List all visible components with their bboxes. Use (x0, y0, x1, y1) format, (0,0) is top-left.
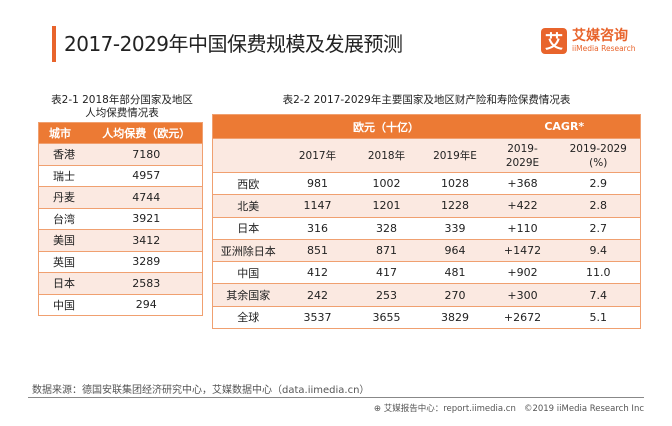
table-row: 中国 412 417 481 +902 11.0 (212, 261, 641, 284)
table-row: 全球 3537 3655 3829 +2672 5.1 (212, 305, 641, 329)
region-cell: 其余国家 (212, 283, 284, 307)
premium-forecast-table: 欧元（十亿） CAGR* 2017年 2018年 2019年E 2019- 2029E 2… (212, 114, 641, 330)
group-header: 欧元（十亿） (283, 114, 489, 139)
table-row: 北美 1147 1201 1228 +422 2.8 (212, 194, 641, 218)
region-cell: 丹麦 (38, 186, 91, 208)
region-cell: 美国 (38, 229, 91, 251)
table-row: 丹麦 4744 (38, 186, 203, 208)
premium-cell: 2583 (90, 272, 203, 294)
sub-header: 2019- 2029E (488, 138, 557, 173)
table-row: 中国 294 (38, 293, 203, 316)
value-cell: +2672 (488, 305, 557, 329)
region-cell: 亚洲除日本 (212, 238, 284, 262)
value-cell: 2.7 (556, 216, 641, 240)
value-cell: +422 (488, 194, 557, 218)
value-cell: 851 (283, 238, 352, 262)
value-cell: 417 (351, 261, 422, 284)
value-cell: 871 (351, 238, 422, 262)
title-accent-bar (52, 26, 56, 62)
value-cell: +902 (488, 261, 557, 284)
value-cell: 242 (283, 283, 352, 307)
value-cell: 3655 (351, 305, 422, 329)
divider (28, 397, 644, 398)
value-cell: 5.1 (556, 305, 641, 329)
region-cell: 日本 (212, 216, 284, 240)
sub-header: 2017年 (283, 138, 352, 173)
table-row: 香港 7180 (38, 143, 203, 165)
value-cell: 1028 (421, 171, 489, 195)
table-row: 台湾 3921 (38, 207, 203, 230)
value-cell: 270 (421, 283, 489, 307)
globe-icon: ⊕ (373, 404, 382, 414)
region-cell: 香港 (38, 143, 91, 165)
value-cell: 1201 (351, 194, 422, 218)
table-row: 瑞士 4957 (38, 164, 203, 187)
sub-header: 2019年E (421, 138, 489, 173)
value-cell: +368 (488, 171, 557, 195)
page-title: 2017-2029年中国保费规模及发展预测 (64, 32, 403, 56)
region-cell: 台湾 (38, 207, 91, 230)
value-cell: 964 (421, 238, 489, 262)
region-cell: 中国 (38, 293, 91, 316)
value-cell: 3537 (283, 305, 352, 329)
value-cell: 981 (283, 171, 352, 195)
value-cell: 412 (283, 261, 352, 284)
premium-cell: 3412 (90, 229, 203, 251)
sub-header: 2019-2029 (%) (556, 138, 641, 173)
premium-cell: 4957 (90, 164, 203, 187)
value-cell: 3829 (421, 305, 489, 329)
value-cell: 2.8 (556, 194, 641, 218)
value-cell: +110 (488, 216, 557, 240)
region-cell: 北美 (212, 194, 284, 218)
table-row: 美国 3412 (38, 229, 203, 251)
table1-caption: 表2-1 2018年部分国家及地区 人均保费情况表 (51, 94, 193, 119)
region-cell: 瑞士 (38, 164, 91, 187)
value-cell: 328 (351, 216, 422, 240)
region-cell: 英国 (38, 250, 91, 273)
group-header: CAGR* (488, 114, 641, 139)
value-cell: 7.4 (556, 283, 641, 307)
premium-cell: 7180 (90, 143, 203, 165)
value-cell: 316 (283, 216, 352, 240)
logo-en: iiMedia Research (572, 44, 636, 54)
sub-header: 2018年 (351, 138, 422, 173)
table-row: 英国 3289 (38, 250, 203, 273)
region-cell: 日本 (38, 272, 91, 294)
data-source: 数据来源：德国安联集团经济研究中心，艾媒数据中心（data.iimedia.cn… (32, 385, 370, 396)
table-row: 亚洲除日本 851 871 964 +1472 9.4 (212, 238, 641, 262)
table-row: 西欧 981 1002 1028 +368 2.9 (212, 171, 641, 195)
region-cell: 全球 (212, 305, 284, 329)
premium-cell: 3289 (90, 250, 203, 273)
premium-cell: 294 (90, 293, 203, 316)
premium-cell: 4744 (90, 186, 203, 208)
per-capita-premium-table: 城市 人均保费（欧元） 香港 7180 瑞士 4957 丹麦 4744 台湾 3921 美国 341… (38, 122, 203, 316)
value-cell: 253 (351, 283, 422, 307)
value-cell: 481 (421, 261, 489, 284)
logo: 艾 艾媒咨询 iiMedia Research (541, 28, 635, 54)
logo-cn: 艾媒咨询 (572, 28, 628, 45)
region-cell: 中国 (212, 261, 284, 284)
value-cell: 1228 (421, 194, 489, 218)
value-cell: 9.4 (556, 238, 641, 262)
table2-caption: 表2-2 2017-2029年主要国家及地区财产险和寿险保费情况表 (282, 94, 571, 106)
table-row: 日本 316 328 339 +110 2.7 (212, 216, 641, 240)
logo-mark: 艾 (541, 28, 567, 54)
value-cell: 2.9 (556, 171, 641, 195)
value-cell: +1472 (488, 238, 557, 262)
value-cell: 1147 (283, 194, 352, 218)
value-cell: 339 (421, 216, 489, 240)
table-row: 日本 2583 (38, 272, 203, 294)
premium-cell: 3921 (90, 207, 203, 230)
value-cell: +300 (488, 283, 557, 307)
region-cell: 西欧 (212, 171, 284, 195)
table-row: 其余国家 242 253 270 +300 7.4 (212, 283, 641, 307)
footer-credit: ⊕ 艾媒报告中心：report.iimedia.cn ©2019 iiMedia… (373, 404, 644, 414)
value-cell: 11.0 (556, 261, 641, 284)
value-cell: 1002 (351, 171, 422, 195)
column-header: 城市 (38, 122, 91, 144)
column-header: 人均保费（欧元） (90, 122, 203, 144)
